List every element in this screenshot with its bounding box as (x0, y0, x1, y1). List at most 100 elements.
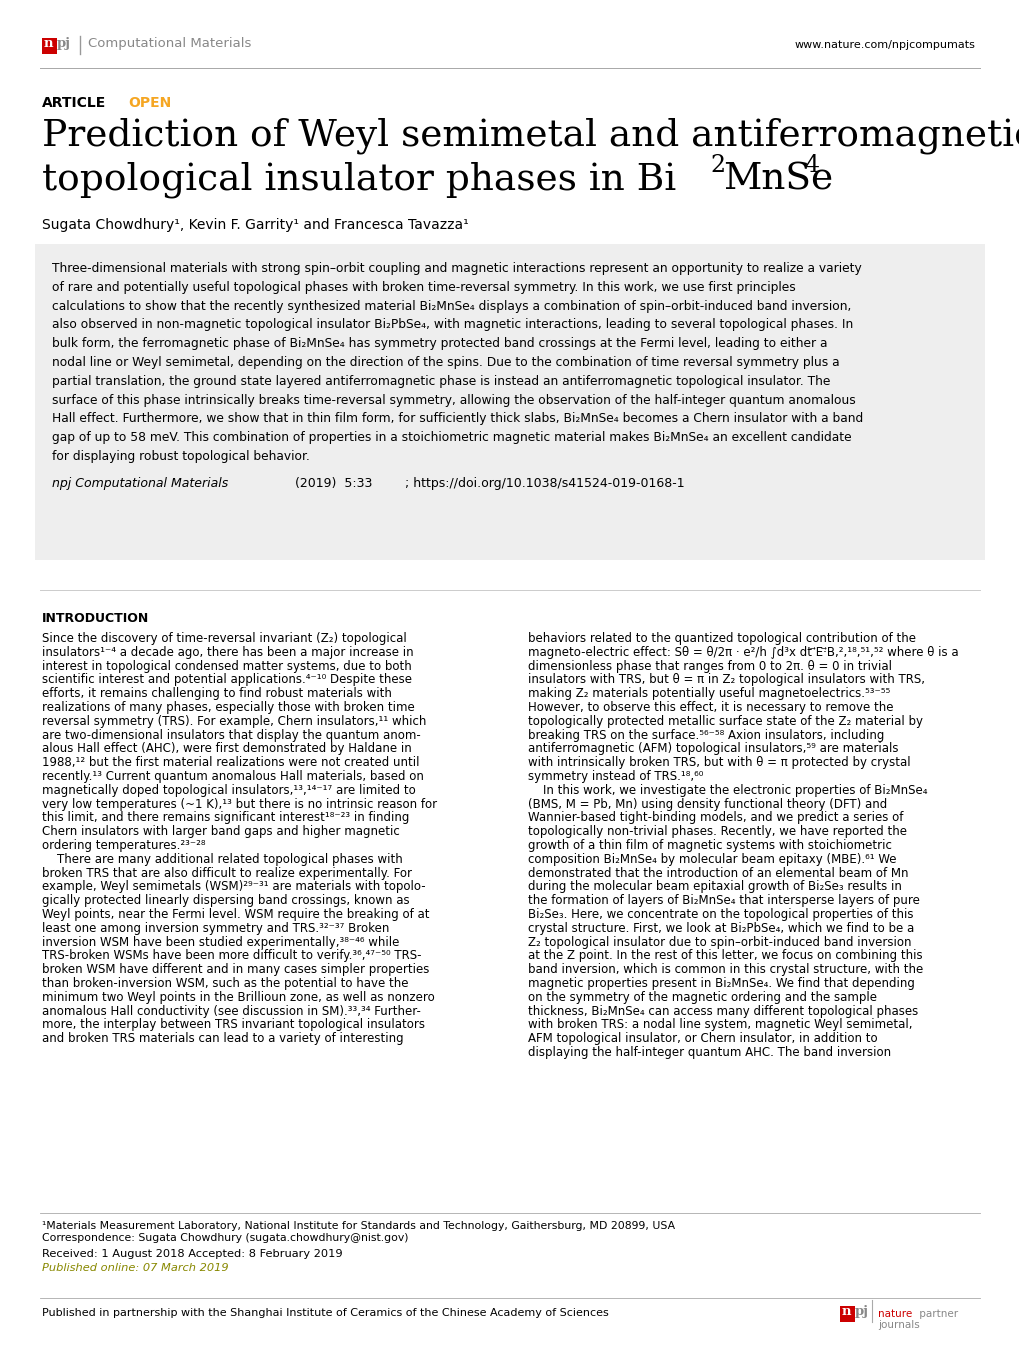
Text: Chern insulators with larger band gaps and higher magnetic: Chern insulators with larger band gaps a… (42, 825, 399, 839)
Text: Weyl points, near the Fermi level. WSM require the breaking of at: Weyl points, near the Fermi level. WSM r… (42, 908, 429, 921)
Text: also observed in non-magnetic topological insulator Bi₂PbSe₄, with magnetic inte: also observed in non-magnetic topologica… (52, 318, 853, 332)
Text: INTRODUCTION: INTRODUCTION (42, 612, 149, 625)
Text: topological insulator phases in Bi: topological insulator phases in Bi (42, 163, 676, 198)
Text: recently.¹³ Current quantum anomalous Hall materials, based on: recently.¹³ Current quantum anomalous Ha… (42, 770, 424, 783)
Text: magneto-electric effect: Sθ = θ/2π · e²/h ∫d³x dt ⃗E·⃗B,²,¹⁸,⁵¹,⁵² where θ is a: magneto-electric effect: Sθ = θ/2π · e²/… (528, 646, 958, 659)
FancyBboxPatch shape (42, 38, 57, 54)
Text: nodal line or Weyl semimetal, depending on the direction of the spins. Due to th: nodal line or Weyl semimetal, depending … (52, 356, 839, 369)
Text: Received: 1 August 2018 Accepted: 8 February 2019: Received: 1 August 2018 Accepted: 8 Febr… (42, 1249, 342, 1259)
Text: pj: pj (57, 37, 71, 50)
Text: during the molecular beam epitaxial growth of Bi₂Se₃ results in: during the molecular beam epitaxial grow… (528, 881, 901, 893)
Text: OPEN: OPEN (127, 96, 171, 110)
Text: than broken-inversion WSM, such as the potential to have the: than broken-inversion WSM, such as the p… (42, 977, 408, 991)
Text: more, the interplay between TRS invariant topological insulators: more, the interplay between TRS invarian… (42, 1019, 425, 1031)
Text: are two-dimensional insulators that display the quantum anom-: are two-dimensional insulators that disp… (42, 729, 421, 741)
Text: In this work, we investigate the electronic properties of Bi₂MnSe₄: In this work, we investigate the electro… (528, 783, 926, 797)
Text: thickness, Bi₂MnSe₄ can access many different topological phases: thickness, Bi₂MnSe₄ can access many diff… (528, 1004, 917, 1018)
Text: n: n (841, 1305, 851, 1318)
Text: ; https://doi.org/10.1038/s41524-019-0168-1: ; https://doi.org/10.1038/s41524-019-016… (405, 477, 684, 489)
Text: gically protected linearly dispersing band crossings, known as: gically protected linearly dispersing ba… (42, 894, 410, 908)
Text: MnSe: MnSe (722, 163, 833, 198)
Text: efforts, it remains challenging to find robust materials with: efforts, it remains challenging to find … (42, 687, 391, 701)
Text: example, Weyl semimetals (WSM)²⁹⁻³¹ are materials with topolo-: example, Weyl semimetals (WSM)²⁹⁻³¹ are … (42, 881, 425, 893)
Text: broken WSM have different and in many cases simpler properties: broken WSM have different and in many ca… (42, 963, 429, 976)
Text: TRS-broken WSMs have been more difficult to verify.³⁶,⁴⁷⁻⁵⁰ TRS-: TRS-broken WSMs have been more difficult… (42, 950, 421, 962)
Text: magnetic properties present in Bi₂MnSe₄. We find that depending: magnetic properties present in Bi₂MnSe₄.… (528, 977, 914, 991)
Text: reversal symmetry (TRS). For example, Chern insulators,¹¹ which: reversal symmetry (TRS). For example, Ch… (42, 715, 426, 728)
Text: antiferromagnetic (AFM) topological insulators,⁵⁹ are materials: antiferromagnetic (AFM) topological insu… (528, 743, 898, 755)
Text: 1988,¹² but the first material realizations were not created until: 1988,¹² but the first material realizati… (42, 756, 419, 770)
Text: nature: nature (877, 1309, 911, 1318)
Text: Computational Materials: Computational Materials (88, 37, 251, 50)
Text: Correspondence: Sugata Chowdhury (sugata.chowdhury@nist.gov): Correspondence: Sugata Chowdhury (sugata… (42, 1233, 408, 1243)
Text: ¹Materials Measurement Laboratory, National Institute for Standards and Technolo: ¹Materials Measurement Laboratory, Natio… (42, 1221, 675, 1230)
Text: Prediction of Weyl semimetal and antiferromagnetic: Prediction of Weyl semimetal and antifer… (42, 118, 1019, 154)
Text: topologically non-trivial phases. Recently, we have reported the: topologically non-trivial phases. Recent… (528, 825, 906, 839)
Text: and broken TRS materials can lead to a variety of interesting: and broken TRS materials can lead to a v… (42, 1033, 404, 1045)
Text: for displaying robust topological behavior.: for displaying robust topological behavi… (52, 450, 310, 463)
FancyBboxPatch shape (35, 244, 984, 560)
Text: Since the discovery of time-reversal invariant (Z₂) topological: Since the discovery of time-reversal inv… (42, 631, 407, 645)
Text: this limit, and there remains significant interest¹⁸⁻²³ in finding: this limit, and there remains significan… (42, 812, 409, 824)
Text: crystal structure. First, we look at Bi₂PbSe₄, which we find to be a: crystal structure. First, we look at Bi₂… (528, 921, 913, 935)
Text: Published online: 07 March 2019: Published online: 07 March 2019 (42, 1263, 228, 1272)
Text: surface of this phase intrinsically breaks time-reversal symmetry, allowing the : surface of this phase intrinsically brea… (52, 393, 855, 406)
Text: behaviors related to the quantized topological contribution of the: behaviors related to the quantized topol… (528, 631, 915, 645)
Text: on the symmetry of the magnetic ordering and the sample: on the symmetry of the magnetic ordering… (528, 991, 876, 1004)
Text: scientific interest and potential applications.⁴⁻¹⁰ Despite these: scientific interest and potential applic… (42, 673, 412, 687)
Text: with broken TRS: a nodal line system, magnetic Weyl semimetal,: with broken TRS: a nodal line system, ma… (528, 1019, 912, 1031)
Text: n: n (44, 37, 53, 50)
Text: of rare and potentially useful topological phases with broken time-reversal symm: of rare and potentially useful topologic… (52, 280, 795, 294)
Text: 2: 2 (709, 154, 725, 178)
Text: alous Hall effect (AHC), were first demonstrated by Haldane in: alous Hall effect (AHC), were first demo… (42, 743, 412, 755)
Text: www.nature.com/npjcompumats: www.nature.com/npjcompumats (794, 41, 974, 50)
Text: Z₂ topological insulator due to spin–orbit-induced band inversion: Z₂ topological insulator due to spin–orb… (528, 935, 911, 948)
Text: dimensionless phase that ranges from 0 to 2π. θ = 0 in trivial: dimensionless phase that ranges from 0 t… (528, 660, 892, 672)
Text: band inversion, which is common in this crystal structure, with the: band inversion, which is common in this … (528, 963, 922, 976)
Text: insulators with TRS, but θ = π in Z₂ topological insulators with TRS,: insulators with TRS, but θ = π in Z₂ top… (528, 673, 924, 687)
Text: bulk form, the ferromagnetic phase of Bi₂MnSe₄ has symmetry protected band cross: bulk form, the ferromagnetic phase of Bi… (52, 337, 826, 350)
Text: demonstrated that the introduction of an elemental beam of Mn: demonstrated that the introduction of an… (528, 867, 908, 879)
Text: partial translation, the ground state layered antiferromagnetic phase is instead: partial translation, the ground state la… (52, 375, 829, 388)
Text: interest in topological condensed matter systems, due to both: interest in topological condensed matter… (42, 660, 412, 672)
Text: partner: partner (915, 1309, 957, 1318)
Text: Bi₂Se₃. Here, we concentrate on the topological properties of this: Bi₂Se₃. Here, we concentrate on the topo… (528, 908, 913, 921)
Text: calculations to show that the recently synthesized material Bi₂MnSe₄ displays a : calculations to show that the recently s… (52, 299, 851, 313)
Text: topologically protected metallic surface state of the Z₂ material by: topologically protected metallic surface… (528, 715, 922, 728)
Text: at the Z point. In the rest of this letter, we focus on combining this: at the Z point. In the rest of this lett… (528, 950, 922, 962)
Text: very low temperatures (~1 K),¹³ but there is no intrinsic reason for: very low temperatures (~1 K),¹³ but ther… (42, 798, 437, 810)
Text: AFM topological insulator, or Chern insulator, in addition to: AFM topological insulator, or Chern insu… (528, 1033, 876, 1045)
Text: with intrinsically broken TRS, but with θ = π protected by crystal: with intrinsically broken TRS, but with … (528, 756, 910, 770)
Text: Published in partnership with the Shanghai Institute of Ceramics of the Chinese : Published in partnership with the Shangh… (42, 1308, 608, 1318)
Text: insulators¹⁻⁴ a decade ago, there has been a major increase in: insulators¹⁻⁴ a decade ago, there has be… (42, 646, 414, 659)
Text: Sugata Chowdhury¹, Kevin F. Garrity¹ and Francesca Tavazza¹: Sugata Chowdhury¹, Kevin F. Garrity¹ and… (42, 218, 469, 232)
Text: (BMS, M = Pb, Mn) using density functional theory (DFT) and: (BMS, M = Pb, Mn) using density function… (528, 798, 887, 810)
Text: breaking TRS on the surface.⁵⁶⁻⁵⁸ Axion insulators, including: breaking TRS on the surface.⁵⁶⁻⁵⁸ Axion … (528, 729, 883, 741)
Text: Hall effect. Furthermore, we show that in thin film form, for sufficiently thick: Hall effect. Furthermore, we show that i… (52, 412, 862, 425)
Text: journals: journals (877, 1320, 919, 1331)
Text: magnetically doped topological insulators,¹³,¹⁴⁻¹⁷ are limited to: magnetically doped topological insulator… (42, 783, 416, 797)
Text: Three-dimensional materials with strong spin–orbit coupling and magnetic interac: Three-dimensional materials with strong … (52, 262, 861, 275)
Text: symmetry instead of TRS.¹⁸,⁶⁰: symmetry instead of TRS.¹⁸,⁶⁰ (528, 770, 703, 783)
Text: anomalous Hall conductivity (see discussion in SM).³³,³⁴ Further-: anomalous Hall conductivity (see discuss… (42, 1004, 421, 1018)
Text: realizations of many phases, especially those with broken time: realizations of many phases, especially … (42, 701, 415, 714)
FancyBboxPatch shape (840, 1306, 854, 1322)
Text: pj: pj (854, 1305, 868, 1318)
Text: There are many additional related topological phases with: There are many additional related topolo… (42, 852, 403, 866)
Text: 4: 4 (803, 154, 818, 178)
Text: the formation of layers of Bi₂MnSe₄ that intersperse layers of pure: the formation of layers of Bi₂MnSe₄ that… (528, 894, 919, 908)
Text: (2019)  5:33: (2019) 5:33 (294, 477, 372, 489)
Text: broken TRS that are also difficult to realize experimentally. For: broken TRS that are also difficult to re… (42, 867, 412, 879)
Text: minimum two Weyl points in the Brillioun zone, as well as nonzero: minimum two Weyl points in the Brillioun… (42, 991, 434, 1004)
Text: growth of a thin film of magnetic systems with stoichiometric: growth of a thin film of magnetic system… (528, 839, 891, 852)
Text: displaying the half-integer quantum AHC. The band inversion: displaying the half-integer quantum AHC.… (528, 1046, 891, 1060)
Text: ordering temperatures.²³⁻²⁸: ordering temperatures.²³⁻²⁸ (42, 839, 205, 852)
Text: composition Bi₂MnSe₄ by molecular beam epitaxy (MBE).⁶¹ We: composition Bi₂MnSe₄ by molecular beam e… (528, 852, 896, 866)
Text: npj Computational Materials: npj Computational Materials (52, 477, 228, 489)
Text: Wannier-based tight-binding models, and we predict a series of: Wannier-based tight-binding models, and … (528, 812, 903, 824)
Text: However, to observe this effect, it is necessary to remove the: However, to observe this effect, it is n… (528, 701, 893, 714)
Text: gap of up to 58 meV. This combination of properties in a stoichiometric magnetic: gap of up to 58 meV. This combination of… (52, 431, 851, 444)
Text: making Z₂ materials potentially useful magnetoelectrics.⁵³⁻⁵⁵: making Z₂ materials potentially useful m… (528, 687, 890, 701)
Text: least one among inversion symmetry and TRS.³²⁻³⁷ Broken: least one among inversion symmetry and T… (42, 921, 389, 935)
Text: inversion WSM have been studied experimentally,³⁸⁻⁴⁶ while: inversion WSM have been studied experime… (42, 935, 399, 948)
